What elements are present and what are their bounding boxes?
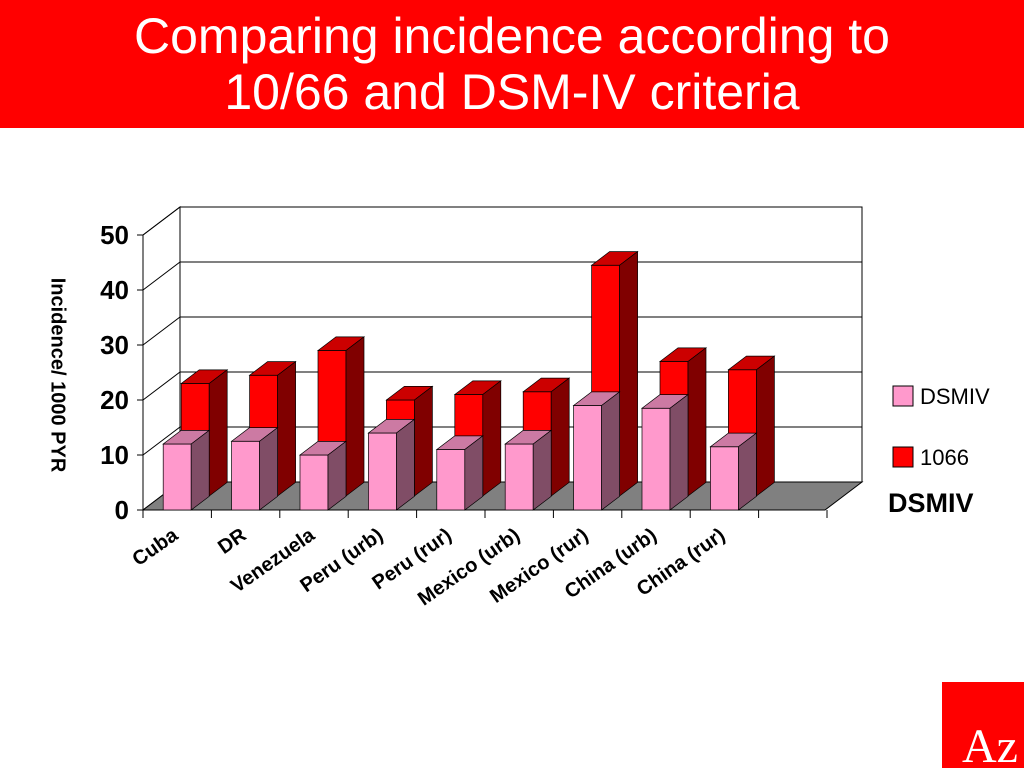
bar-1066-side — [687, 347, 707, 497]
legend-swatch — [892, 385, 914, 407]
legend-label: 1066 — [920, 445, 969, 470]
legend-swatch — [892, 446, 914, 468]
bar-1066-side — [619, 250, 638, 497]
y-tick-label: 10 — [100, 440, 129, 470]
y-axis-title: Incidence/ 1000 PYR — [46, 277, 69, 473]
bar-1066-side — [345, 336, 365, 497]
bar-dsmiv-side — [738, 432, 757, 511]
legend-series-title: DSMIV — [888, 488, 974, 518]
az-logo-background — [942, 682, 1024, 768]
az-logo-letters: Az — [962, 720, 1018, 768]
bar-dsmiv-side — [464, 435, 484, 511]
bar-1066-side — [550, 377, 570, 497]
bar-dsmiv-side — [190, 429, 210, 511]
bar-dsmiv-front — [162, 443, 192, 511]
bar-dsmiv-front — [641, 407, 671, 511]
gridline — [142, 206, 862, 236]
legend-label: DSMIV — [920, 384, 990, 409]
bar-dsmiv-front — [368, 432, 397, 511]
az-logo: Az — [942, 682, 1024, 768]
bar-1066-side — [756, 355, 775, 497]
bar-dsmiv-front — [710, 446, 739, 511]
bar-dsmiv-side — [259, 426, 278, 511]
bar-dsmiv-side — [601, 391, 620, 511]
bar-dsmiv-front — [231, 440, 260, 511]
y-tick-label: 20 — [100, 385, 129, 415]
x-category-label: DR — [214, 524, 251, 559]
bar-dsmiv-front — [573, 405, 602, 511]
bar-dsmiv-front — [504, 443, 534, 511]
y-tick-label: 30 — [100, 330, 129, 360]
bar-1066-side — [277, 360, 296, 497]
slide-title: Comparing incidence according to 10/66 a… — [134, 8, 890, 120]
bar-dsmiv-side — [669, 393, 689, 511]
slide-title-line-1: Comparing incidence according to — [134, 8, 890, 64]
bar-dsmiv-side — [327, 440, 347, 511]
bar-dsmiv-front — [436, 449, 466, 511]
bar-dsmiv-side — [396, 418, 415, 511]
bar-dsmiv-front — [299, 454, 329, 511]
bar-1066-side — [482, 380, 502, 497]
y-tick-label: 0 — [115, 495, 129, 525]
y-tick-label: 40 — [100, 275, 129, 305]
y-tick-label: 50 — [100, 220, 129, 250]
x-category-label: Cuba — [128, 524, 182, 571]
bar-1066-side — [208, 369, 228, 497]
title-bar: Comparing incidence according to 10/66 a… — [0, 0, 1024, 128]
slide-title-line-2: 10/66 and DSM-IV criteria — [224, 64, 800, 120]
bar-dsmiv-side — [532, 429, 552, 511]
bar-1066-side — [414, 385, 433, 497]
